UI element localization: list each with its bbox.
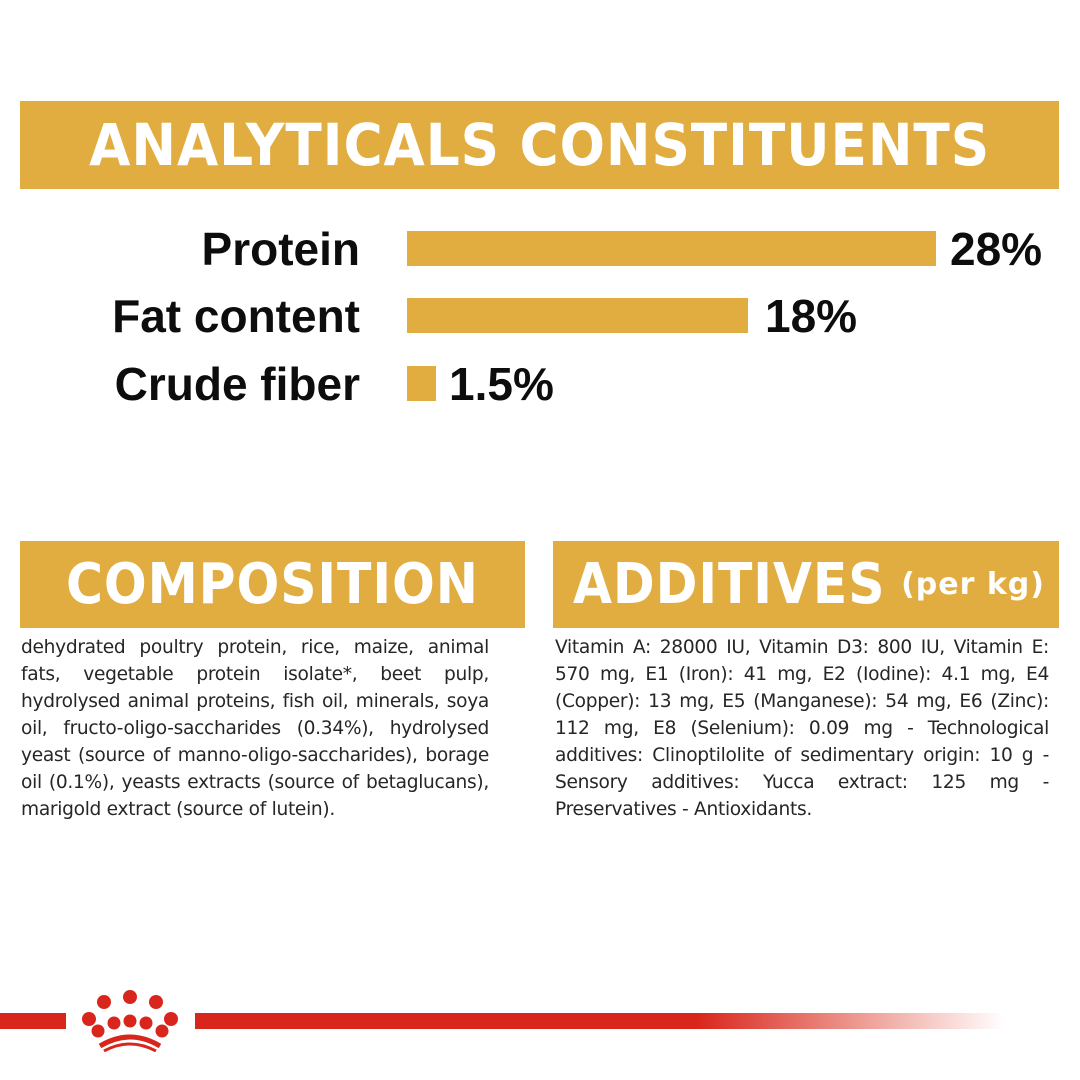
- chart-row-protein: Protein 28%: [0, 219, 1080, 279]
- footer-line-right: [195, 1013, 1005, 1029]
- chart-bar: [407, 366, 436, 401]
- chart-label: Fat content: [112, 290, 360, 342]
- chart-label: Crude fiber: [114, 358, 360, 410]
- analytical-constituents-banner: ANALYTICALS CONSTITUENTS: [20, 101, 1059, 189]
- chart-row-fiber: Crude fiber 1.5%: [0, 354, 1080, 414]
- chart-value: 1.5%: [449, 358, 554, 410]
- banner-title: ANALYTICALS CONSTITUENTS: [89, 111, 990, 179]
- chart-value: 28%: [950, 223, 1043, 275]
- additives-subtitle: (per kg): [901, 567, 1045, 602]
- chart-value: 18%: [765, 290, 858, 342]
- chart-bar: [407, 231, 936, 266]
- chart-row-fat: Fat content 18%: [0, 286, 1080, 346]
- additives-title: ADDITIVES: [573, 552, 886, 617]
- composition-title: COMPOSITION: [66, 552, 479, 617]
- additives-banner: ADDITIVES (per kg): [553, 541, 1059, 628]
- crown-icon: [82, 990, 178, 1052]
- footer-line-left: [0, 1013, 66, 1029]
- additives-text: Vitamin A: 28000 IU, Vitamin D3: 800 IU,…: [555, 637, 1049, 820]
- chart-label: Protein: [201, 223, 360, 275]
- composition-banner: COMPOSITION: [20, 541, 525, 628]
- composition-text: dehydrated poultry protein, rice, maize,…: [21, 637, 489, 820]
- chart-bar: [407, 298, 748, 333]
